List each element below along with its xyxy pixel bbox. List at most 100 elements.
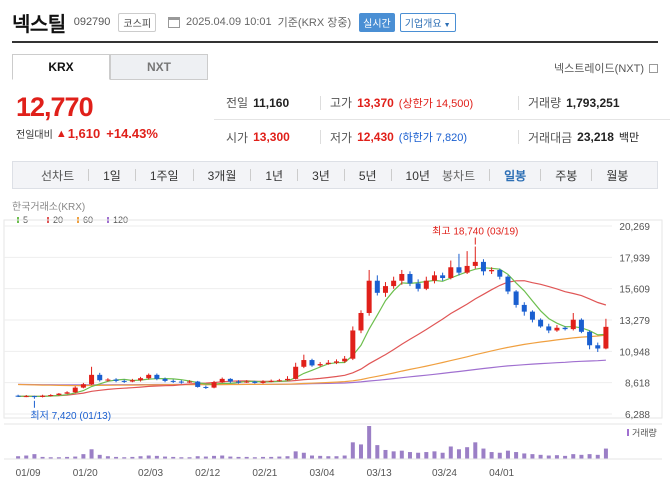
high-annotation: 최고 18,740 (03/19)	[432, 226, 518, 238]
period-3y[interactable]: 3년	[312, 168, 330, 183]
candle-body	[374, 280, 380, 293]
volume-bar	[497, 452, 502, 459]
candle-body	[358, 312, 364, 331]
volume-bar	[277, 456, 282, 459]
y-tick-label: 20,269	[619, 222, 650, 233]
volume-bar	[146, 455, 151, 459]
volume-bar	[456, 449, 461, 459]
volume-bar	[220, 455, 225, 459]
candle-body	[219, 378, 225, 383]
candle-body	[382, 286, 388, 293]
tab-nxt[interactable]: NXT	[110, 54, 208, 80]
tab-krx[interactable]: KRX	[12, 54, 110, 80]
volume-bar	[212, 455, 217, 459]
period-1y[interactable]: 1년	[265, 168, 284, 183]
candle-body	[391, 280, 397, 287]
candle-body	[162, 378, 168, 381]
candle-body	[129, 380, 135, 382]
candle-chart-label: 봉차트	[442, 168, 476, 183]
candle-body	[578, 319, 584, 332]
volume-bar	[391, 451, 396, 459]
volume-bar	[89, 449, 94, 459]
stock-chart[interactable]: 한국거래소(KRX)5 20 60 12020,26917,93915,60913,2…	[0, 196, 670, 490]
volume-bar	[603, 448, 608, 459]
volume-bar	[546, 455, 551, 459]
candle-body	[48, 395, 54, 397]
stock-code: 092790	[73, 16, 111, 28]
stat-label: 시가	[226, 130, 249, 145]
candle-body	[268, 380, 274, 382]
candle-body	[513, 291, 519, 305]
candle-body	[497, 269, 503, 277]
price-change: 전일대비 ▲ 1,610 +14.43%	[16, 126, 158, 141]
candle-body	[489, 269, 495, 272]
volume-bar	[285, 456, 290, 459]
caret-down-icon: ▼	[443, 21, 451, 29]
candle-body	[603, 326, 609, 349]
candle-body	[252, 381, 258, 383]
volume-bar	[587, 454, 592, 459]
candle-body	[546, 326, 552, 331]
volume-bar	[236, 456, 241, 459]
candle-body	[431, 275, 437, 281]
nxt-link[interactable]: 넥스트레이드(NXT)	[554, 60, 658, 76]
period-3m[interactable]: 3개월	[207, 168, 237, 183]
candle-body	[293, 366, 299, 379]
candle-body	[285, 378, 291, 381]
x-tick-label: 02/21	[252, 468, 277, 479]
volume-bar	[171, 456, 176, 459]
company-info-label: 기업개요	[404, 18, 442, 30]
quote-basis: 기준(KRX 장중)	[277, 17, 352, 29]
stat-label: 거래량	[528, 96, 562, 110]
volume-bar	[269, 456, 274, 459]
stat-amount: 거래대금 23,218 백만	[528, 129, 639, 146]
y-tick-label: 15,609	[619, 285, 650, 296]
volume-bar	[514, 452, 519, 459]
candle-body	[236, 381, 242, 383]
volume-bar	[252, 457, 257, 459]
candle-daily[interactable]: 일봉	[504, 168, 527, 183]
volume-bar	[375, 445, 380, 459]
period-1w[interactable]: 1주일	[149, 168, 179, 183]
candle-body	[72, 387, 78, 393]
volume-bar	[203, 456, 208, 459]
volume-bar	[432, 451, 437, 459]
candle-body	[31, 396, 37, 398]
x-tick-label: 02/03	[138, 468, 163, 479]
volume-bar	[187, 457, 192, 459]
x-tick-label: 01/20	[73, 468, 98, 479]
stat-label: 거래대금	[528, 130, 573, 145]
volume-bar	[448, 446, 453, 459]
candle-monthly[interactable]: 월봉	[606, 168, 629, 183]
volume-bar	[122, 457, 127, 459]
candle-body	[448, 267, 454, 279]
company-info-dropdown[interactable]: 기업개요 ▼	[399, 12, 456, 32]
volume-bar	[424, 452, 429, 459]
candle-body	[97, 374, 103, 381]
moving-average-5	[18, 267, 606, 398]
period-toolbar: 선차트 1일 1주일 3개월 1년 3년 5년 10년 봉차트 일봉 주봉 월봉	[12, 161, 658, 189]
volume-bar	[310, 455, 314, 459]
period-1d[interactable]: 1일	[103, 168, 121, 183]
volume-bar	[383, 449, 388, 459]
volume-bar	[595, 454, 600, 459]
chart-frame	[3, 219, 663, 419]
volume-bar	[399, 450, 404, 459]
candle-body	[521, 304, 527, 312]
candle-weekly[interactable]: 주봉	[555, 168, 578, 183]
candle-body	[195, 381, 201, 387]
realtime-badge[interactable]: 실시간	[359, 12, 395, 32]
candle-body	[89, 374, 95, 385]
up-arrow-icon: ▲	[55, 127, 67, 140]
candle-body	[456, 267, 462, 273]
period-5y[interactable]: 5년	[358, 168, 377, 183]
x-tick-label: 02/12	[195, 468, 220, 479]
volume-bar	[105, 456, 110, 459]
candle-body	[105, 379, 111, 381]
volume-bar	[24, 455, 29, 459]
volume-bar	[530, 454, 535, 459]
candle-body	[203, 386, 209, 388]
market-badge: 코스피	[118, 12, 157, 32]
period-10y[interactable]: 10년	[405, 168, 430, 183]
candle-body	[301, 360, 307, 367]
